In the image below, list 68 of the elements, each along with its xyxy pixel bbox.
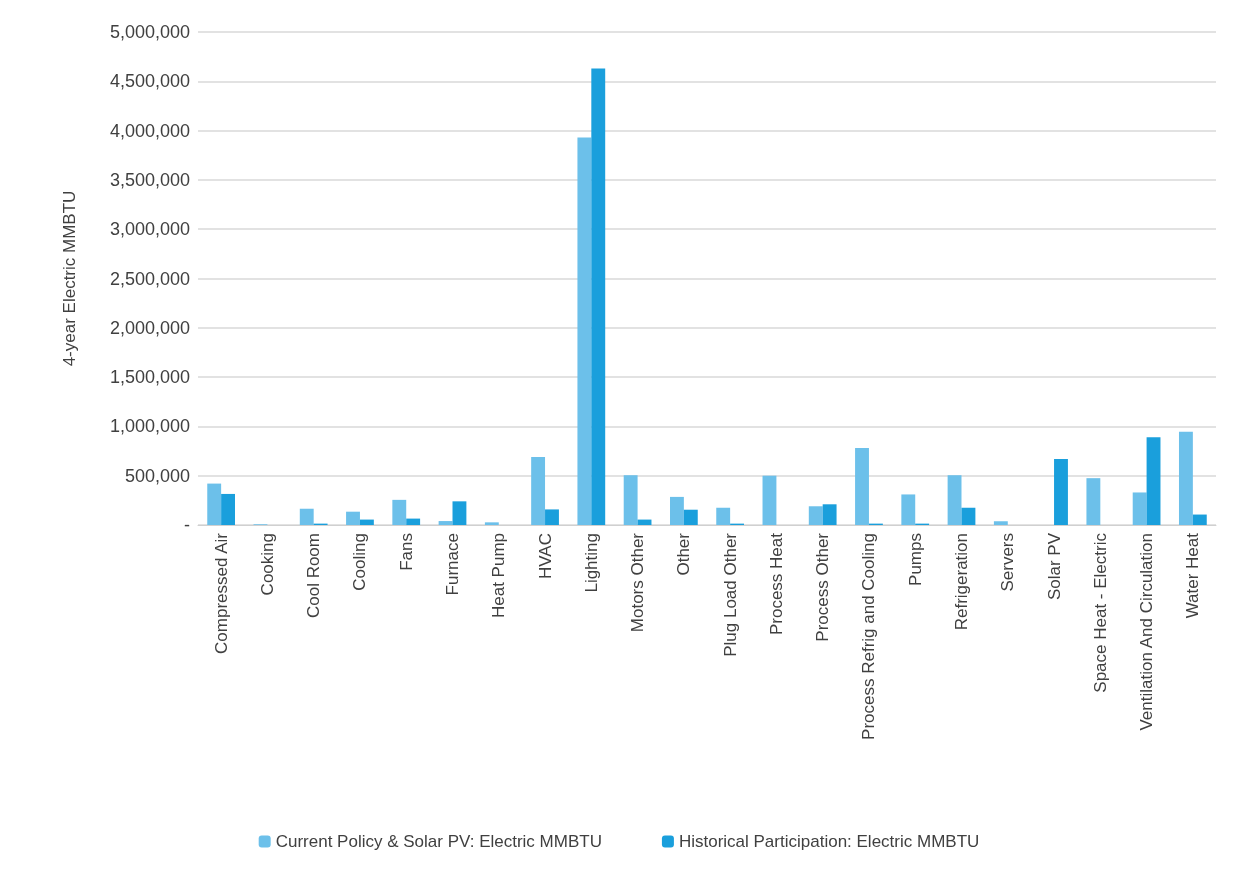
- bar: [1132, 492, 1147, 525]
- bar: [683, 509, 698, 525]
- bar: [822, 504, 837, 525]
- x-tick-label: Water Heat: [1183, 532, 1203, 619]
- bar: [1178, 431, 1193, 525]
- bar: [1086, 478, 1101, 525]
- x-tick-label: Lighting: [581, 533, 601, 593]
- x-tick-label: Pumps: [905, 533, 925, 586]
- bar: [359, 519, 374, 525]
- bar: [669, 496, 684, 525]
- bar: [452, 501, 467, 525]
- x-tick-label: Motors Other: [628, 532, 648, 633]
- y-tick-label: 1,500,000: [109, 367, 190, 388]
- y-tick-label: 4,000,000: [109, 120, 190, 141]
- bar: [1192, 514, 1207, 525]
- y-tick-label: 500,000: [124, 465, 190, 486]
- bar: [993, 521, 1008, 525]
- x-tick-label: Heat Pump: [489, 533, 509, 619]
- bar: [808, 506, 823, 525]
- bar: [591, 68, 606, 525]
- y-tick-label: 2,000,000: [109, 317, 190, 338]
- x-tick-label: Other: [674, 532, 694, 576]
- x-tick-label: Servers: [998, 533, 1018, 592]
- bar: [1054, 458, 1068, 525]
- legend-label: Current Policy & Solar PV: Electric MMBTU: [275, 832, 602, 851]
- x-tick-label: Process Other: [813, 532, 833, 642]
- y-tick-label: 4,500,000: [109, 71, 190, 92]
- y-tick-label: 3,000,000: [109, 219, 190, 240]
- x-tick-label: Ventilation And Circulation: [1137, 533, 1157, 731]
- bar: [207, 483, 222, 525]
- x-tick-label: Space Heat - Electric: [1090, 532, 1110, 693]
- bar: [392, 499, 407, 525]
- y-tick-label: 5,000,000: [109, 22, 190, 42]
- x-tick-label: Furnace: [443, 533, 462, 596]
- bar: [484, 522, 499, 525]
- bar: [438, 521, 453, 525]
- bar: [1146, 437, 1161, 525]
- bar: [623, 475, 638, 525]
- bar: [545, 509, 559, 525]
- x-tick-label: Cooking: [257, 533, 277, 596]
- x-tick-label: HVAC: [535, 533, 555, 579]
- x-tick-label: Cool Room: [304, 533, 324, 619]
- bar: [221, 493, 236, 525]
- y-tick-label: 1,000,000: [109, 416, 190, 437]
- bar: [947, 475, 962, 525]
- x-tick-label: Solar PV: [1044, 532, 1064, 601]
- bar: [855, 448, 869, 525]
- bar: [577, 137, 592, 525]
- legend-label: Historical Participation: Electric MMBTU: [678, 832, 980, 851]
- y-axis-title: 4-year Electric MMBTU: [60, 190, 79, 367]
- x-tick-label: Process Refrig and Cooling: [859, 533, 879, 740]
- y-tick-label: 3,500,000: [109, 169, 190, 190]
- bar: [901, 494, 916, 525]
- bar: [346, 511, 360, 525]
- x-tick-label: Cooling: [350, 533, 370, 591]
- bar: [716, 507, 731, 525]
- x-tick-label: Compressed Air: [211, 532, 231, 654]
- bar: [762, 475, 777, 525]
- y-tick-label: 2,500,000: [109, 268, 190, 289]
- y-tick-label: -: [184, 515, 190, 535]
- x-tick-label: Process Heat: [766, 532, 786, 636]
- bar: [406, 518, 421, 525]
- x-tick-label: Fans: [396, 533, 416, 571]
- x-tick-label: Plug Load Other: [720, 532, 740, 657]
- x-tick-label: Refrigeration: [952, 533, 971, 631]
- bar: [531, 456, 546, 525]
- bar: [299, 508, 314, 525]
- bar: [961, 507, 976, 525]
